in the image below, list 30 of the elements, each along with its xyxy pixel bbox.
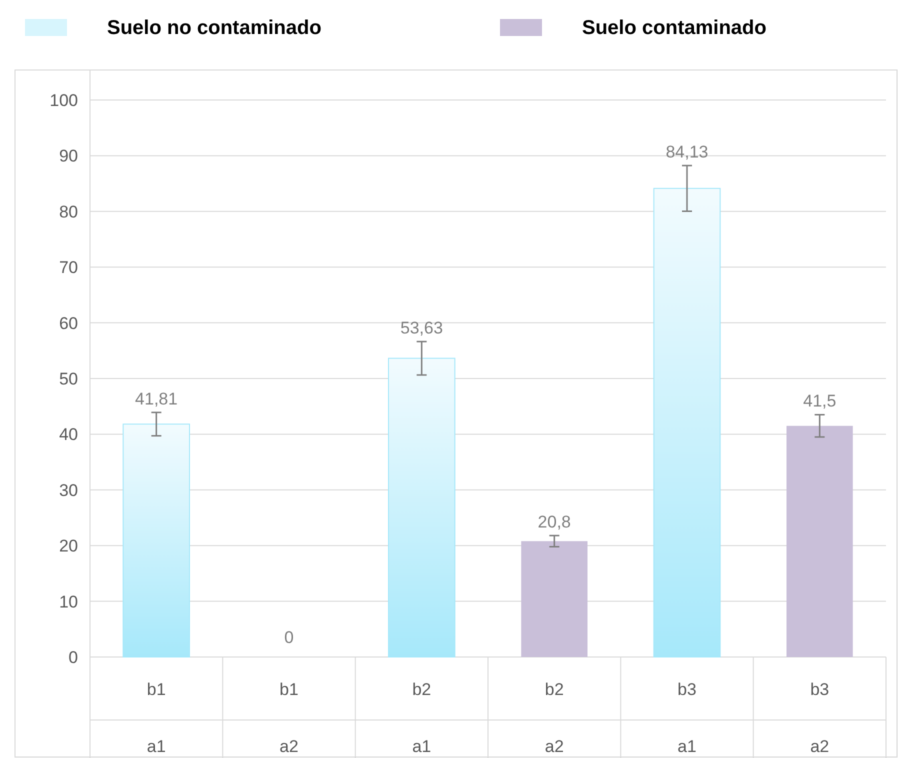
data-label: 53,63	[400, 318, 443, 338]
data-label: 20,8	[538, 512, 571, 532]
category-label: b3 a2	[810, 680, 830, 756]
category-label: b3 a1	[678, 680, 696, 756]
bar	[521, 541, 588, 657]
y-tick-label: 60	[59, 314, 78, 333]
category-label: b2 a2	[544, 680, 564, 756]
data-label: 41,81	[135, 389, 178, 408]
category-label: b2 a1	[412, 680, 432, 756]
data-label: 41,5	[803, 392, 836, 411]
y-tick-label: 40	[59, 425, 78, 444]
category-label: b1 a1	[146, 680, 166, 756]
y-tick-label: 0	[68, 648, 78, 667]
y-tick-label: 30	[59, 480, 78, 500]
bar	[786, 426, 853, 657]
legend-label: Suelo contaminado	[582, 17, 766, 39]
bar	[388, 358, 456, 658]
data-label: 0	[284, 628, 294, 647]
y-tick-label: 80	[59, 202, 78, 222]
y-tick-label: 10	[59, 592, 78, 612]
y-tick-label: 100	[50, 90, 78, 110]
y-tick-label: 90	[59, 146, 78, 166]
bar	[653, 188, 721, 658]
legend-label: Suelo no contaminado	[107, 17, 322, 39]
category-label: b1 a2	[280, 680, 298, 756]
data-label: 84,13	[666, 142, 708, 162]
y-tick-label: 20	[59, 536, 78, 556]
y-tick-label: 50	[59, 369, 78, 388]
y-tick-label: 70	[59, 258, 78, 278]
bar	[122, 424, 190, 658]
